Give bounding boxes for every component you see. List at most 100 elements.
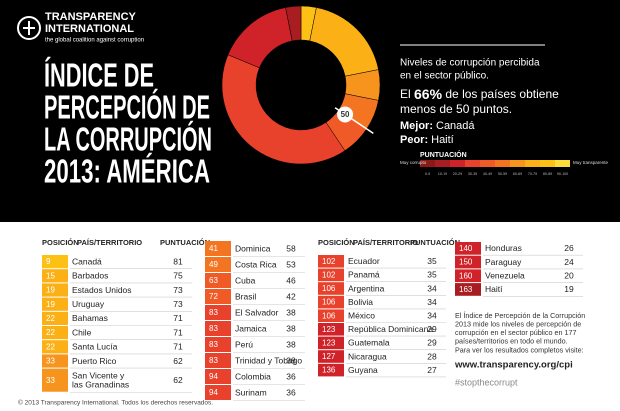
country: Costa Rica (235, 259, 277, 269)
rank: 72 (209, 292, 218, 301)
url: www.transparency.org/cpi (454, 360, 573, 371)
rank: 83 (209, 356, 218, 365)
rank: 127 (322, 352, 336, 361)
legend-low: Muy corrupto (400, 160, 427, 165)
score: 71 (173, 313, 183, 323)
rank-cell (205, 321, 231, 336)
rank-cell (42, 340, 68, 354)
rank-cell (318, 295, 344, 309)
score: 62 (173, 356, 183, 366)
legend-band-label: 80-89 (543, 172, 552, 176)
rank-cell (205, 369, 231, 384)
score: 46 (286, 275, 296, 285)
rank: 22 (46, 314, 55, 323)
country: México (348, 310, 375, 320)
note-line: corrupción en el sector público en 177 (455, 328, 576, 337)
text-part: El (400, 87, 414, 101)
rank-cell (455, 255, 481, 269)
legend-band-label: 10-19 (438, 172, 447, 176)
country: Bolivia (348, 297, 373, 307)
legend-high: Muy transparente (573, 160, 609, 165)
country: Jamaica (235, 323, 267, 333)
rank-cell (318, 255, 344, 268)
country-line: las Granadinas (72, 380, 129, 390)
score: 38 (286, 307, 296, 317)
rank-cell (318, 350, 344, 363)
note-line: El Índice de Percepción de la Corrupción (455, 311, 585, 320)
rank-cell (318, 282, 344, 295)
country: República Dominicana (348, 324, 433, 334)
best-label: Mejor: (400, 120, 433, 132)
legend-swatch (555, 160, 570, 167)
country: Puerto Rico (72, 356, 117, 366)
score: 71 (173, 327, 183, 337)
rank: 83 (209, 308, 218, 317)
score: 35 (427, 256, 437, 266)
marker-circle (337, 106, 354, 123)
country: San Vicente y las Granadinas (72, 371, 129, 390)
country: Uruguay (72, 299, 105, 309)
rank: 123 (322, 325, 336, 334)
legend-band-label: 0-9 (425, 172, 430, 176)
title-line: ÍNDICE DE (44, 57, 154, 94)
note-line: 2013 mide los niveles de percepción de (455, 320, 581, 329)
score: 81 (173, 256, 183, 266)
rank: 9 (46, 257, 51, 266)
best: Mejor: Canadá (400, 120, 475, 132)
rank: 41 (209, 244, 218, 253)
rank: 33 (46, 376, 55, 385)
legend-swatch (450, 160, 465, 167)
legend-band-label: 30-39 (468, 172, 477, 176)
legend-band-label: 90-100 (557, 172, 568, 176)
rank-cell (42, 283, 68, 297)
rank-cell (42, 297, 68, 311)
rank-cell (42, 269, 68, 283)
logo-name: TRANSPARENCY (45, 11, 137, 23)
rank: 136 (322, 366, 336, 375)
rank: 106 (322, 284, 336, 293)
legend-swatch (465, 160, 480, 167)
country: Ecuador (348, 256, 380, 266)
country: Nicaragua (348, 351, 387, 361)
rank-cell (455, 242, 481, 255)
rank: 106 (322, 298, 336, 307)
country: Barbados (72, 271, 108, 281)
rank-cell (318, 336, 344, 350)
note-line: países/territorios en todo el mundo. (455, 337, 568, 346)
country: Honduras (485, 243, 522, 253)
legend-band-label: 40-49 (483, 172, 492, 176)
legend-swatch (480, 160, 495, 167)
score: 35 (427, 270, 437, 280)
rank-cell (318, 363, 344, 377)
score: 27 (427, 365, 437, 375)
legend-swatch (435, 160, 450, 167)
rank-cell (205, 241, 231, 256)
logo-icon (17, 16, 41, 40)
rank-cell (42, 326, 68, 340)
title-line: LA CORRUPCIÓN (44, 121, 212, 158)
country: Argentina (348, 283, 385, 293)
rank: 49 (209, 260, 218, 269)
column-header: PUNTUACIÓN (410, 238, 460, 247)
rank: 83 (209, 324, 218, 333)
country: Haití (485, 284, 503, 294)
country: Guatemala (348, 338, 390, 348)
summary-highlight: El 66% de los países obtiene (400, 86, 559, 102)
rank-cell (205, 257, 231, 272)
logo-tagline: the global coalition against corruption (45, 38, 144, 44)
column-header: PAÍS/TERRITORIO (77, 238, 142, 247)
rank: 19 (46, 286, 55, 295)
column-header: POSICIÓN (42, 238, 79, 247)
rank: 22 (46, 328, 55, 337)
score: 24 (564, 257, 574, 267)
score: 75 (173, 271, 183, 281)
rank-cell (318, 323, 344, 336)
legend-band-label: 20-29 (453, 172, 462, 176)
rank: 102 (322, 257, 336, 266)
note-line: Para ver los resultados completos visite… (455, 345, 584, 354)
country: Paraguay (485, 257, 522, 267)
score: 42 (286, 291, 296, 301)
score: 19 (564, 284, 574, 294)
rank: 163 (459, 285, 473, 294)
rank-cell (42, 311, 68, 325)
